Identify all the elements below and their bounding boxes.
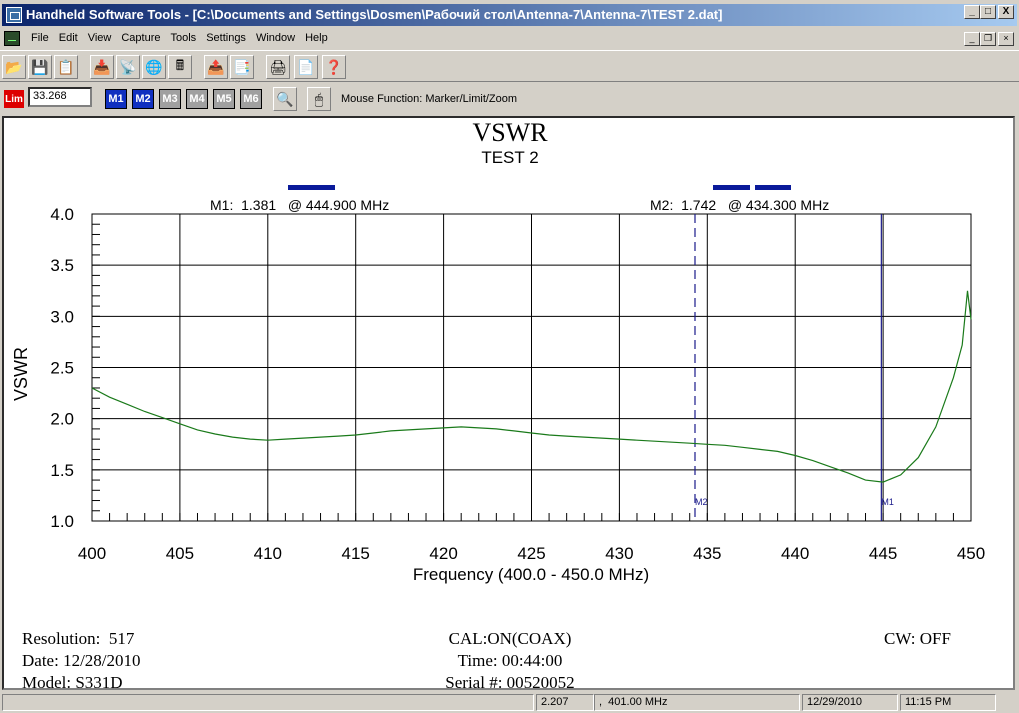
serial-text: Serial #: 00520052 xyxy=(445,673,575,692)
marker-button-m2[interactable]: M2 xyxy=(132,89,154,109)
menu-file[interactable]: File xyxy=(31,32,49,44)
menu-capture[interactable]: Capture xyxy=(121,32,161,44)
menu-help[interactable]: Help xyxy=(305,32,328,44)
y-tick-label: 3.0 xyxy=(50,307,74,326)
chart-subtitle: TEST 2 xyxy=(481,148,538,167)
marker-tag-m2: M2 xyxy=(695,497,708,507)
x-tick-label: 430 xyxy=(605,544,633,563)
chart-minor-ticks xyxy=(91,213,972,522)
marker-bar-m2a xyxy=(713,185,750,190)
capture-icon[interactable]: 📥 xyxy=(90,55,114,79)
menu-items: File Edit View Capture Tools Settings Window He… xyxy=(26,32,333,44)
marker-tag-m1: M1 xyxy=(881,497,894,507)
date-text: Date: 12/28/2010 xyxy=(22,651,141,670)
limit-value-field[interactable]: 33.268 xyxy=(28,87,92,107)
x-tick-label: 450 xyxy=(957,544,985,563)
menu-tools[interactable]: Tools xyxy=(170,32,197,44)
status-pane-empty xyxy=(2,694,534,711)
marker-readout-m1: M1: 1.381 @ 444.900 MHz xyxy=(210,197,389,213)
antenna-icon[interactable]: 📡 xyxy=(116,55,140,79)
chart-grid xyxy=(91,213,972,522)
vswr-chart[interactable]: VSWR TEST 2 1.0 1.5 2.0 2.5 3.0 3.5 4.0 400 405… xyxy=(4,118,1013,688)
help-icon[interactable]: ❓ xyxy=(322,55,346,79)
mouse-function-label: Mouse Function: Marker/Limit/Zoom xyxy=(341,93,518,105)
title-bar: Handheld Software Tools - [C:\Documents … xyxy=(0,0,1019,30)
x-axis-label: Frequency (400.0 - 450.0 MHz) xyxy=(413,565,649,584)
x-tick-label: 440 xyxy=(781,544,809,563)
mdi-minimize-button[interactable]: _ xyxy=(964,32,980,46)
marker-readout-m2: M2: 1.742 @ 434.300 MHz xyxy=(650,197,829,213)
x-tick-label: 415 xyxy=(342,544,370,563)
maximize-button[interactable]: □ xyxy=(980,5,996,19)
x-tick-label: 405 xyxy=(166,544,194,563)
x-tick-labels: 400 405 410 415 420 425 430 435 440 445 450 xyxy=(78,544,985,563)
marker-button-m5[interactable]: M5 xyxy=(213,89,235,109)
marker-bar-m2b xyxy=(755,185,791,190)
chart-title: VSWR xyxy=(472,118,548,147)
status-frequency: , 401.00 MHz xyxy=(594,694,800,711)
status-time: 11:15 PM xyxy=(900,694,996,711)
y-tick-label: 4.0 xyxy=(50,205,74,224)
menu-view[interactable]: View xyxy=(87,32,112,44)
menu-edit[interactable]: Edit xyxy=(58,32,78,44)
vswr-trace-line xyxy=(91,290,972,483)
marker-button-m6[interactable]: M6 xyxy=(240,89,262,109)
zoom-out-icon[interactable]: 🔍 xyxy=(273,87,297,111)
marker-button-m3[interactable]: M3 xyxy=(159,89,181,109)
marker-bar-m1 xyxy=(288,185,335,190)
x-tick-label: 425 xyxy=(517,544,545,563)
window-title: Handheld Software Tools - [C:\Documents … xyxy=(26,7,723,22)
open-folder-icon[interactable]: 📂 xyxy=(2,55,26,79)
app-icon[interactable] xyxy=(6,7,22,23)
cw-text: CW: OFF xyxy=(884,629,951,648)
y-tick-label: 3.5 xyxy=(50,256,74,275)
y-tick-label: 1.5 xyxy=(50,461,74,480)
copy-icon[interactable]: 📋 xyxy=(54,55,78,79)
export-icon[interactable]: 📤 xyxy=(204,55,228,79)
status-value: 2.207 xyxy=(536,694,594,711)
page-icon[interactable]: 📄 xyxy=(294,55,318,79)
marker-button-m1[interactable]: M1 xyxy=(105,89,127,109)
marker-button-m4[interactable]: M4 xyxy=(186,89,208,109)
footer-center: CAL:ON(COAX) Time: 00:44:00 Serial #: 00… xyxy=(410,628,610,694)
y-tick-labels: 1.0 1.5 2.0 2.5 3.0 3.5 4.0 xyxy=(50,205,74,531)
y-tick-label: 1.0 xyxy=(50,512,74,531)
x-tick-label: 400 xyxy=(78,544,106,563)
x-tick-label: 420 xyxy=(429,544,457,563)
marker-toolbar: Lim 33.268 M1 M2 M3 M4 M5 M6 🔍 🖱 Mouse Functi… xyxy=(0,84,1019,114)
mdi-restore-button[interactable]: ❐ xyxy=(980,32,996,46)
chart-markers: M1 M2 M1: 1.381 @ 444.900 MHz M2: 1.742 @ 4… xyxy=(210,185,894,521)
menu-window[interactable]: Window xyxy=(255,32,296,44)
resolution-text: Resolution: 517 xyxy=(22,629,135,648)
model-text: Model: S331D xyxy=(22,673,123,692)
y-tick-label: 2.0 xyxy=(50,410,74,429)
y-tick-label: 2.5 xyxy=(50,359,74,378)
y-axis-label: VSWR xyxy=(11,347,31,401)
footer-left: Resolution: 517 Date: 12/28/2010 Model: … xyxy=(22,628,141,694)
mdi-close-button[interactable]: × xyxy=(998,32,1014,46)
print-icon[interactable]: 🖨 xyxy=(266,55,290,79)
cal-text: CAL:ON(COAX) xyxy=(448,629,572,648)
save-icon[interactable]: 💾 xyxy=(28,55,52,79)
document-icon[interactable] xyxy=(4,31,20,46)
x-tick-label: 410 xyxy=(254,544,282,563)
mouse-function-icon[interactable]: 🖱 xyxy=(307,87,331,111)
minimize-button[interactable]: _ xyxy=(964,5,980,19)
x-tick-label: 445 xyxy=(869,544,897,563)
import-icon[interactable]: 📑 xyxy=(230,55,254,79)
main-toolbar: 📂 💾 📋 📥 📡 🌐 🖩 📤 📑 🖨 📄 ❓ xyxy=(0,50,1019,82)
footer-right: CW: OFF xyxy=(884,628,951,650)
globe-icon[interactable]: 🌐 xyxy=(142,55,166,79)
chart-window: VSWR TEST 2 1.0 1.5 2.0 2.5 3.0 3.5 4.0 400 405… xyxy=(2,116,1015,692)
menu-bar: File Edit View Capture Tools Settings Window He… xyxy=(0,30,1019,48)
menu-settings[interactable]: Settings xyxy=(206,32,246,44)
close-button[interactable]: X xyxy=(998,5,1014,19)
status-bar: 2.207 , 401.00 MHz 12/29/2010 11:15 PM xyxy=(0,692,1019,713)
title-bar-fill: Handheld Software Tools - [C:\Documents … xyxy=(2,4,1017,26)
limit-button[interactable]: Lim xyxy=(4,90,24,108)
status-date: 12/29/2010 xyxy=(802,694,898,711)
x-tick-label: 435 xyxy=(693,544,721,563)
calculator-icon[interactable]: 🖩 xyxy=(168,55,192,79)
time-text: Time: 00:44:00 xyxy=(457,651,563,670)
